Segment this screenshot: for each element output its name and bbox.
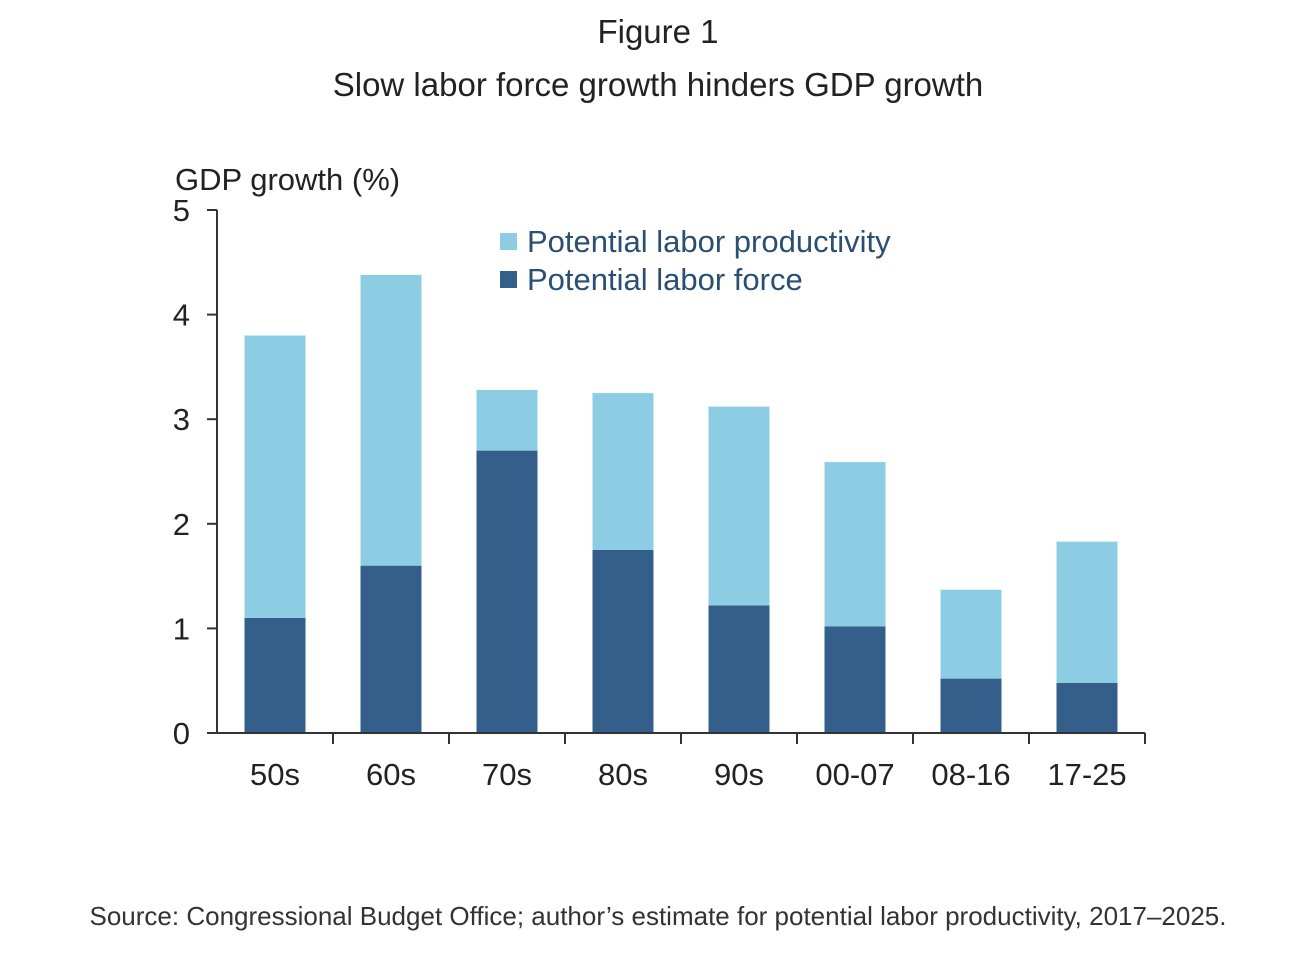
x-tick-label-70s: 70s — [482, 757, 532, 792]
bar-productivity-08-16 — [940, 589, 1002, 679]
y-tick-label-2: 2 — [173, 507, 190, 542]
bar-productivity-00-07 — [824, 462, 886, 627]
y-tick-label-4: 4 — [173, 298, 190, 333]
bar-labor-force-80s — [592, 550, 654, 733]
y-tick-label-0: 0 — [173, 716, 190, 751]
x-tick-label-60s: 60s — [366, 757, 416, 792]
legend: Potential labor productivity Potential l… — [500, 224, 891, 297]
bar-productivity-60s — [360, 274, 422, 566]
x-tick-label-17-25: 17-25 — [1047, 757, 1126, 792]
legend-swatch-labor-force — [500, 271, 517, 288]
y-tick-label-3: 3 — [173, 402, 190, 437]
x-tick-label-00-07: 00-07 — [815, 757, 894, 792]
bar-productivity-80s — [592, 393, 654, 550]
x-tick-label-50s: 50s — [250, 757, 300, 792]
figure-label: Figure 1 — [597, 13, 719, 50]
stacked-bar-chart: 0 1 2 3 4 5 50s 60s 70s 80s 90s 00-07 08-16 17-25 GDP… — [173, 162, 1146, 792]
x-tick-label-08-16: 08-16 — [931, 757, 1010, 792]
bar-labor-force-08-16 — [940, 678, 1002, 733]
bar-productivity-70s — [476, 389, 538, 451]
axes-group: 0 1 2 3 4 5 50s 60s 70s 80s 90s 00-07 08-16 17-25 — [173, 193, 1146, 792]
x-tick-label-80s: 80s — [598, 757, 648, 792]
bar-labor-force-00-07 — [824, 626, 886, 733]
bar-productivity-17-25 — [1056, 541, 1118, 683]
bars-group — [244, 274, 1118, 733]
bar-labor-force-50s — [244, 617, 306, 733]
legend-swatch-productivity — [500, 233, 517, 250]
chart-title: Slow labor force growth hinders GDP grow… — [332, 66, 984, 103]
bar-labor-force-60s — [360, 565, 422, 733]
bar-labor-force-70s — [476, 450, 538, 733]
source-note: Source: Congressional Budget Office; aut… — [89, 901, 1227, 931]
bar-labor-force-17-25 — [1056, 682, 1118, 733]
bar-labor-force-90s — [708, 605, 770, 733]
legend-label-productivity: Potential labor productivity — [527, 224, 891, 259]
y-tick-label-1: 1 — [173, 611, 190, 646]
y-axis-label: GDP growth (%) — [175, 162, 400, 197]
x-tick-label-90s: 90s — [714, 757, 764, 792]
y-tick-label-5: 5 — [173, 193, 190, 228]
bar-productivity-90s — [708, 406, 770, 606]
bar-productivity-50s — [244, 335, 306, 618]
legend-label-labor-force: Potential labor force — [527, 262, 803, 297]
